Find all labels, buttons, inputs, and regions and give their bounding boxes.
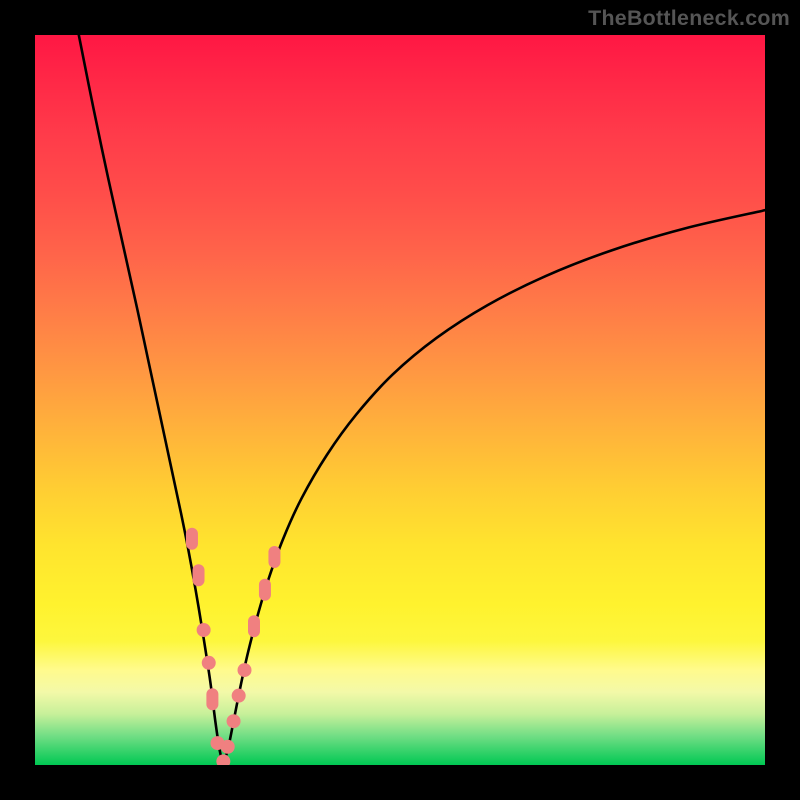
marker-point: [197, 623, 211, 637]
marker-point: [202, 656, 216, 670]
marker-point: [232, 689, 246, 703]
marker-point: [186, 528, 198, 550]
chart-root: TheBottleneck.com: [0, 0, 800, 800]
marker-point: [248, 615, 260, 637]
marker-point: [216, 754, 230, 765]
marker-point: [268, 546, 280, 568]
marker-point: [227, 714, 241, 728]
marker-point: [238, 663, 252, 677]
watermark-text: TheBottleneck.com: [588, 6, 790, 31]
right-curve: [223, 210, 765, 765]
curve-layer: [35, 35, 765, 765]
marker-point: [221, 740, 235, 754]
marker-point: [259, 579, 271, 601]
marker-point: [206, 688, 218, 710]
marker-point: [193, 564, 205, 586]
left-curve: [79, 35, 224, 765]
plot-area: [35, 35, 765, 765]
